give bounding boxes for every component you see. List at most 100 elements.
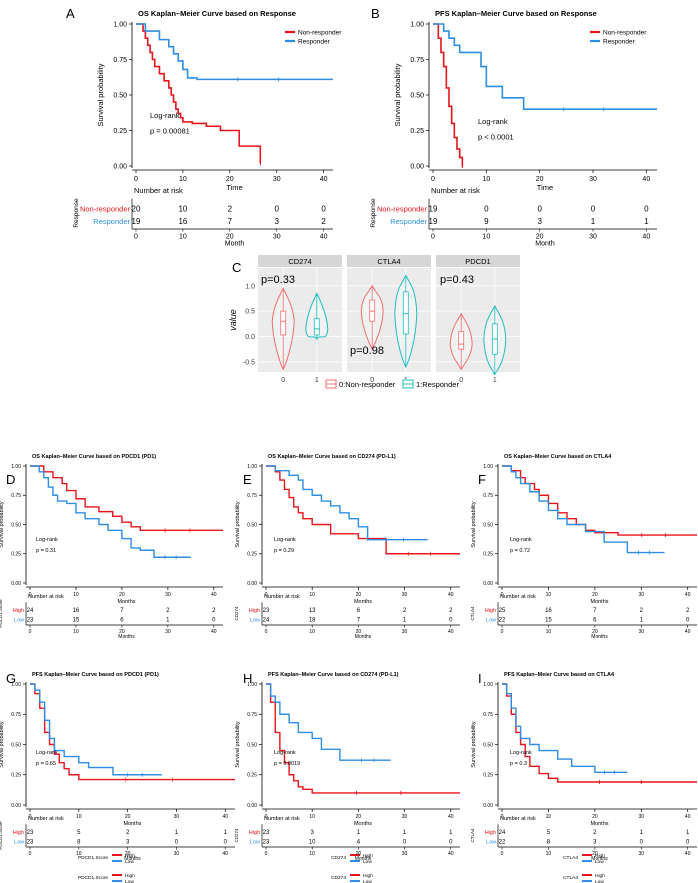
x-tick-label: 0 bbox=[265, 814, 268, 820]
risk-count: 7 bbox=[228, 217, 233, 226]
y-tick-label: 0.00 bbox=[247, 581, 257, 587]
panel-label: B bbox=[371, 6, 380, 21]
x-tick-label: 40 bbox=[642, 176, 650, 183]
y-tick-label: 0.00 bbox=[410, 163, 424, 170]
x-tick-label: 0 bbox=[134, 176, 138, 183]
y-tick-label: 0.50 bbox=[483, 522, 493, 528]
y-tick-label: 0.5 bbox=[245, 309, 255, 316]
legend-label: 1:Responder bbox=[416, 380, 459, 389]
legend-label: High bbox=[363, 873, 373, 879]
legend-title: PDCD1.Score bbox=[78, 855, 108, 861]
y-axis-title: Survival probability bbox=[235, 501, 241, 547]
y-axis-title: Survival probability bbox=[0, 501, 5, 547]
risk-x-tick-label: 0 bbox=[501, 629, 504, 635]
km-curve-non-responder bbox=[136, 23, 262, 164]
risk-count: 1 bbox=[591, 217, 596, 226]
legend-label: 0:Non-responder bbox=[339, 380, 396, 389]
risk-title: Number at risk bbox=[264, 816, 300, 822]
risk-count: 7 bbox=[593, 608, 597, 614]
y-tick-label: 1.00 bbox=[113, 21, 127, 28]
y-tick-label: 0.75 bbox=[410, 57, 424, 64]
risk-count: 1 bbox=[686, 830, 690, 836]
risk-count: 15 bbox=[73, 617, 80, 623]
y-tick-label: 1.00 bbox=[483, 464, 493, 470]
risk-x-tick-label: 30 bbox=[639, 851, 645, 857]
km-curve-low bbox=[30, 465, 191, 558]
x-tick-label: 0 bbox=[281, 377, 285, 384]
risk-count: 1 bbox=[449, 830, 453, 836]
risk-x-tick-label: 30 bbox=[589, 233, 597, 240]
box-iqr bbox=[280, 310, 287, 336]
risk-count: 0 bbox=[484, 204, 489, 213]
risk-count: 23 bbox=[263, 839, 270, 845]
x-tick-label: 40 bbox=[222, 814, 228, 820]
y-tick-label: 1.0 bbox=[245, 283, 255, 290]
x-tick-label: 10 bbox=[546, 592, 552, 598]
risk-x-tick-label: 0 bbox=[265, 629, 268, 635]
chart-title: OS Kaplan–Meier Curve based on CTLA4 bbox=[504, 454, 612, 460]
legend-label: High bbox=[125, 873, 135, 879]
p-value: p = 0.31 bbox=[36, 548, 56, 554]
x-tick-label: 0 bbox=[501, 592, 504, 598]
panel-label: A bbox=[66, 6, 75, 21]
risk-x-tick-label: 10 bbox=[76, 851, 82, 857]
legend-label: Responder bbox=[603, 39, 636, 46]
y-tick-label: 0.50 bbox=[483, 742, 493, 748]
facet-strip bbox=[347, 255, 431, 267]
risk-count: 3 bbox=[537, 217, 542, 226]
risk-y-title: PDCD1.Score bbox=[0, 599, 3, 628]
x-axis-title: Months bbox=[590, 599, 608, 605]
legend-label: Low bbox=[125, 859, 134, 865]
risk-count: 24 bbox=[263, 617, 270, 623]
risk-x-tick-label: 10 bbox=[546, 851, 552, 857]
risk-count: 2 bbox=[126, 830, 130, 836]
y-tick-label: 0.50 bbox=[113, 92, 127, 99]
y-tick-label: 0.25 bbox=[11, 552, 21, 558]
risk-count: 1 bbox=[640, 830, 644, 836]
risk-count: 6 bbox=[120, 617, 124, 623]
risk-x-tick-label: 0 bbox=[431, 233, 435, 240]
x-tick-label: 10 bbox=[546, 814, 552, 820]
risk-group-label: Low bbox=[486, 617, 496, 623]
risk-count: 3 bbox=[311, 830, 315, 836]
risk-count: 0 bbox=[212, 617, 216, 623]
panel-label: I bbox=[478, 671, 482, 686]
x-tick-label: 40 bbox=[211, 592, 217, 598]
risk-x-title: Months bbox=[124, 856, 141, 862]
risk-count: 0 bbox=[403, 839, 407, 845]
box-iqr bbox=[458, 331, 465, 350]
risk-group-label: High bbox=[13, 830, 24, 836]
risk-group-label: Low bbox=[14, 839, 24, 845]
risk-count: 0 bbox=[537, 204, 542, 213]
risk-count: 1 bbox=[403, 617, 407, 623]
y-tick-label: 0.25 bbox=[410, 128, 424, 135]
risk-group-label: Low bbox=[250, 839, 260, 845]
risk-x-title: Months bbox=[591, 856, 608, 862]
x-tick-label: 1 bbox=[493, 377, 497, 384]
p-value: p = 0.29 bbox=[274, 548, 294, 554]
risk-x-tick-label: 10 bbox=[309, 851, 315, 857]
risk-x-tick-label: 0 bbox=[134, 233, 138, 240]
x-tick-label: 20 bbox=[592, 592, 598, 598]
x-tick-label: 0 bbox=[459, 377, 463, 384]
x-tick-label: 40 bbox=[448, 592, 454, 598]
x-tick-label: 0 bbox=[431, 176, 435, 183]
risk-x-tick-label: 30 bbox=[273, 233, 281, 240]
risk-group-label: High bbox=[485, 830, 496, 836]
legend-title: CTLA4 bbox=[563, 875, 578, 881]
risk-count: 2 bbox=[593, 830, 597, 836]
km-curve-non-responder bbox=[433, 23, 464, 166]
risk-title: Number at risk bbox=[264, 594, 300, 600]
chart-title: PFS Kaplan–Meier Curve based on Response bbox=[435, 9, 597, 18]
chart-title: PFS Kaplan–Meier Curve based on PDCD1 (P… bbox=[32, 672, 159, 678]
x-tick-label: 40 bbox=[685, 814, 691, 820]
logrank-label: Log-rank bbox=[510, 750, 532, 756]
box-iqr bbox=[369, 299, 376, 322]
x-axis-title: Months bbox=[117, 599, 135, 605]
risk-group-label: Low bbox=[486, 839, 496, 845]
y-axis-title: Survival probability bbox=[393, 63, 402, 126]
legend-label: Low bbox=[363, 859, 372, 865]
risk-x-tick-label: 0 bbox=[501, 851, 504, 857]
risk-count: 23 bbox=[263, 608, 270, 614]
panel-label: D bbox=[6, 472, 15, 487]
